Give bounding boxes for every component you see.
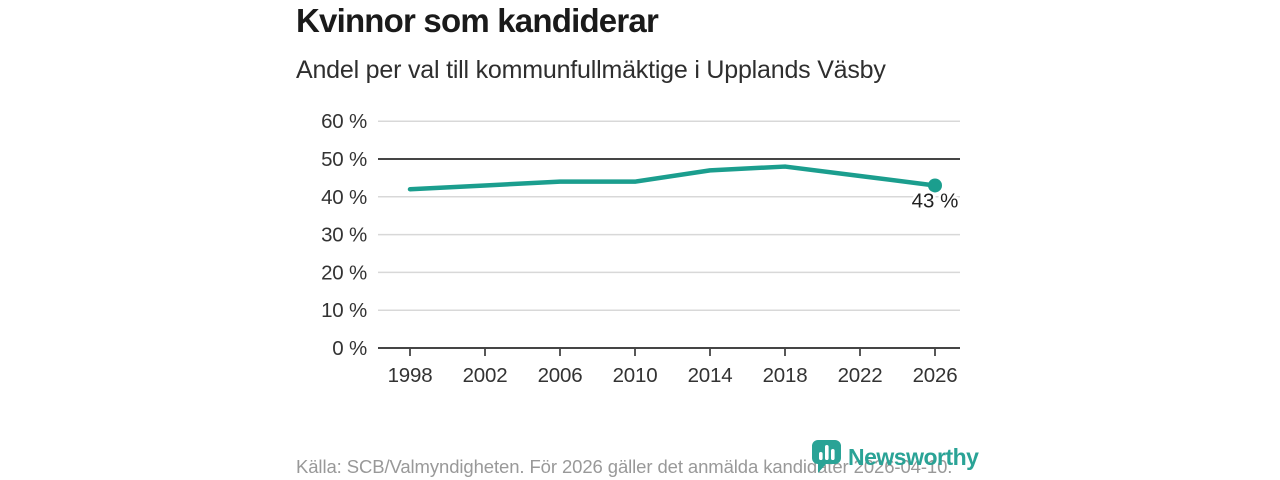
end-point-marker xyxy=(928,178,942,193)
logo-text: Newsworthy xyxy=(848,443,979,470)
data-line xyxy=(407,164,938,192)
y-tick-label: 0 % xyxy=(332,337,367,360)
x-tick-label: 2026 xyxy=(913,364,958,387)
bar-chart-bubble-icon xyxy=(812,440,842,474)
source-note: Källa: SCB/Valmyndigheten. För 2026 gäll… xyxy=(296,456,953,477)
x-tick-label: 2010 xyxy=(613,364,658,387)
x-tick-label: 2018 xyxy=(763,364,808,387)
x-tick-label: 2002 xyxy=(463,364,508,387)
y-tick-label: 40 % xyxy=(321,186,367,209)
y-tick-label: 10 % xyxy=(321,299,367,322)
newsworthy-logo[interactable]: Newsworthy xyxy=(812,440,979,474)
x-tick-label: 1998 xyxy=(388,364,433,387)
y-tick-label: 30 % xyxy=(321,224,367,247)
x-tick-label: 2006 xyxy=(538,364,583,387)
chart-title: Kvinnor som kandiderar xyxy=(296,2,659,39)
x-tick-label: 2014 xyxy=(688,364,733,387)
end-value-label: 43 % xyxy=(912,189,959,212)
chart-subtitle: Andel per val till kommunfullmäktige i U… xyxy=(296,56,886,84)
y-tick-label: 50 % xyxy=(321,148,367,171)
y-tick-label: 20 % xyxy=(321,261,367,284)
y-tick-label: 60 % xyxy=(321,110,367,133)
x-tick-label: 2022 xyxy=(838,364,883,387)
